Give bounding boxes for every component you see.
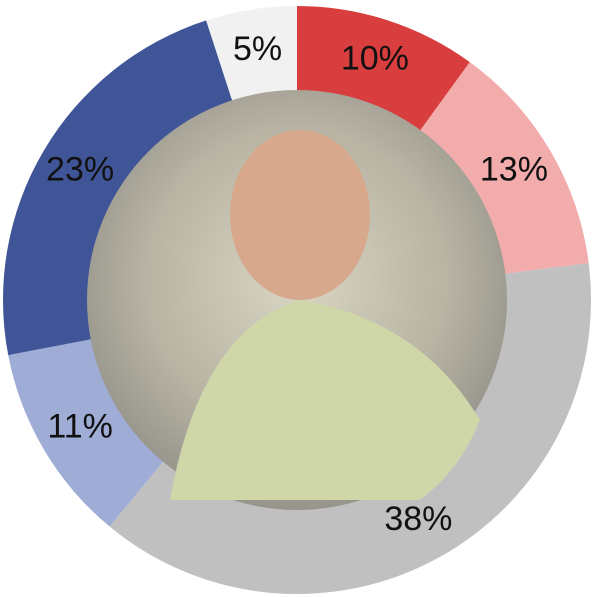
labels: 10% 13% 38% 11% 23% 5% (46, 30, 548, 538)
slice-label: 13% (480, 151, 548, 189)
slice (8, 338, 165, 527)
slice (297, 6, 470, 132)
photo-face (230, 130, 370, 300)
slice (109, 263, 591, 594)
slice (419, 62, 589, 274)
donut (2, 5, 591, 594)
slice-label: 23% (46, 151, 114, 189)
photo-shirt (170, 300, 480, 500)
slice (2, 20, 233, 356)
slice-label: 38% (384, 500, 452, 538)
slice (206, 5, 297, 103)
slice-label: 5% (233, 30, 282, 68)
slice-label: 11% (47, 407, 113, 445)
slice-label: 10% (341, 39, 409, 77)
